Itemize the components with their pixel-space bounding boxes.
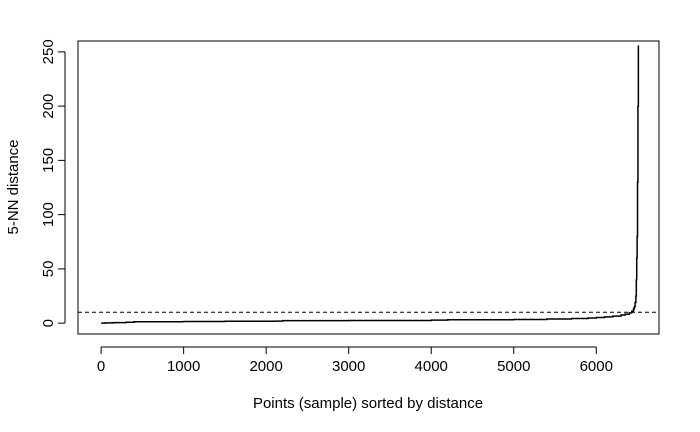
x-tick-label: 5000 — [497, 358, 530, 375]
x-tick-label: 4000 — [415, 358, 448, 375]
x-axis-title: Points (sample) sorted by distance — [253, 395, 483, 412]
x-tick-label: 6000 — [580, 358, 613, 375]
y-axis: 0 50 100 150 200 250 — [40, 39, 66, 327]
x-tick-label: 1000 — [167, 358, 200, 375]
x-tick-label: 0 — [97, 358, 105, 375]
y-tick-label: 0 — [40, 319, 57, 327]
x-tick-label: 2000 — [249, 358, 282, 375]
x-axis: 0 1000 2000 3000 4000 5000 6000 — [97, 346, 613, 375]
knn-distance-series-line — [101, 45, 640, 324]
plot-frame — [77, 40, 660, 335]
x-tick-label: 3000 — [332, 358, 365, 375]
y-tick-label: 150 — [40, 148, 57, 173]
y-tick-label: 50 — [40, 261, 57, 278]
y-tick-label: 250 — [40, 39, 57, 64]
y-tick-label: 200 — [40, 94, 57, 119]
y-tick-label: 100 — [40, 202, 57, 227]
y-axis-title: 5-NN distance — [5, 139, 22, 234]
series-group — [101, 45, 640, 324]
